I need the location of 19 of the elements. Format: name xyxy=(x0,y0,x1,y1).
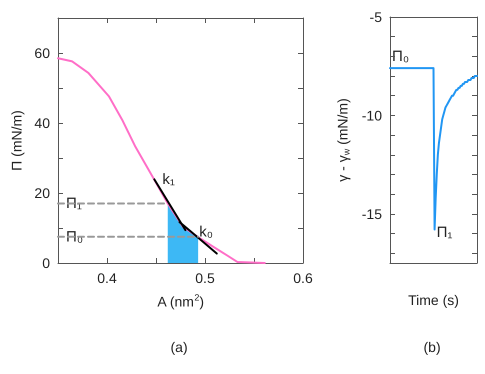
x-axis-title: Time (s) xyxy=(408,292,459,308)
x-tick-label: 0.5 xyxy=(195,270,215,286)
y-tick-label: -10 xyxy=(362,107,382,124)
annotation: Π₁ xyxy=(436,224,452,242)
text: (b) xyxy=(424,339,441,355)
y-tick-label: 20 xyxy=(34,185,50,201)
annotation: Π₀ xyxy=(392,48,410,66)
y-tick-label: 40 xyxy=(34,115,50,131)
text: (a) xyxy=(170,339,188,355)
annotation: k₁ xyxy=(162,170,175,188)
y-tick-label: -5 xyxy=(370,9,382,25)
y-axis-title: Π (mN/m) xyxy=(8,110,25,171)
y-tick-label: -15 xyxy=(362,206,382,222)
y-tick-label: 0 xyxy=(42,255,50,271)
y-tick-label: 60 xyxy=(34,45,50,61)
x-tick-label: 0.4 xyxy=(97,270,117,286)
x-tick-label: 0.6 xyxy=(293,270,313,286)
annotation: k₀ xyxy=(199,223,214,240)
y-axis-title: γ - γw (mN/m) xyxy=(334,98,352,182)
